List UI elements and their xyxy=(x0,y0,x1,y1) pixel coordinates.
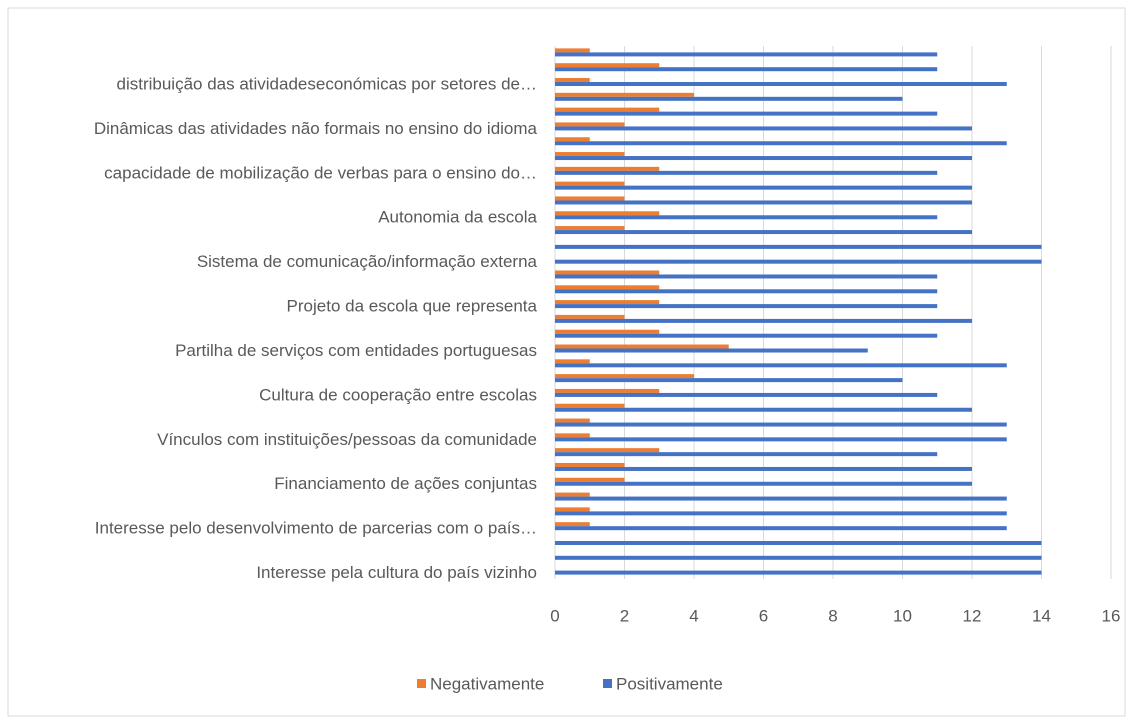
bar xyxy=(555,526,1007,531)
bar xyxy=(555,570,1042,575)
y-tick-label: Financiamento de ações conjuntas xyxy=(274,474,537,493)
bar xyxy=(555,226,625,231)
bar xyxy=(555,462,625,467)
x-tick-label: 16 xyxy=(1102,606,1121,625)
bar xyxy=(555,452,938,457)
x-tick-label: 8 xyxy=(828,606,837,625)
bar xyxy=(555,329,660,334)
bar xyxy=(555,363,1007,368)
legend-swatch xyxy=(417,679,426,688)
bar xyxy=(555,196,625,201)
bar xyxy=(555,63,660,68)
bar xyxy=(555,107,660,112)
bar xyxy=(555,137,590,142)
bar xyxy=(555,481,972,486)
x-tick-label: 2 xyxy=(620,606,629,625)
x-tick-label: 0 xyxy=(550,606,559,625)
bar xyxy=(555,314,625,319)
bar xyxy=(555,78,590,83)
bar xyxy=(555,215,938,220)
bar xyxy=(555,344,729,349)
bar xyxy=(555,96,903,101)
bar xyxy=(555,466,972,471)
bar xyxy=(555,259,1042,264)
bar xyxy=(555,433,590,438)
bar xyxy=(555,403,625,408)
bar xyxy=(555,304,938,309)
bar xyxy=(555,211,660,216)
bar xyxy=(555,418,590,423)
bar xyxy=(555,318,972,323)
bar xyxy=(555,348,868,353)
legend-label: Positivamente xyxy=(616,674,723,693)
bar xyxy=(555,274,938,279)
bar xyxy=(555,555,1042,560)
bar xyxy=(555,92,694,97)
bar xyxy=(555,111,938,116)
bar xyxy=(555,448,660,453)
bar xyxy=(555,126,972,131)
bar xyxy=(555,122,625,127)
bar xyxy=(555,437,1007,442)
bar xyxy=(555,507,590,512)
bar xyxy=(555,200,972,205)
x-tick-label: 12 xyxy=(963,606,982,625)
bar xyxy=(555,422,1007,427)
bar xyxy=(555,152,625,157)
y-tick-label: Cultura de cooperação entre escolas xyxy=(259,385,537,404)
bar xyxy=(555,181,625,186)
bar xyxy=(555,230,972,235)
bar xyxy=(555,511,1007,516)
y-tick-label: Sistema de comunicação/informação extern… xyxy=(197,252,538,271)
bar xyxy=(555,374,694,379)
bar xyxy=(555,244,1042,249)
bar xyxy=(555,522,590,527)
bar xyxy=(555,378,903,383)
bar xyxy=(555,67,938,72)
bar xyxy=(555,141,1007,146)
x-tick-label: 10 xyxy=(893,606,912,625)
bar xyxy=(555,156,972,161)
legend-swatch xyxy=(603,679,612,688)
bar xyxy=(555,392,938,397)
bar xyxy=(555,496,1007,501)
bar xyxy=(555,407,972,412)
bar xyxy=(555,52,938,57)
bar xyxy=(555,492,590,497)
legend-label: Negativamente xyxy=(430,674,544,693)
x-tick-label: 4 xyxy=(689,606,698,625)
bar xyxy=(555,289,938,294)
bar xyxy=(555,359,590,364)
bar xyxy=(555,333,938,338)
y-tick-label: Vínculos com instituições/pessoas da com… xyxy=(157,430,537,449)
y-tick-label: Interesse pelo desenvolvimento de parcer… xyxy=(95,519,537,538)
bar xyxy=(555,477,625,482)
y-tick-label: Partilha de serviços com entidades portu… xyxy=(175,341,537,360)
y-tick-label: Dinâmicas das atividades não formais no … xyxy=(94,119,538,138)
bar xyxy=(555,185,972,190)
bar xyxy=(555,540,1042,545)
bar xyxy=(555,166,660,171)
bar xyxy=(555,388,660,393)
bar xyxy=(555,270,660,275)
bar xyxy=(555,285,660,290)
bar xyxy=(555,48,590,53)
y-tick-label: Interesse pela cultura do país vizinho xyxy=(256,563,537,582)
x-tick-label: 14 xyxy=(1032,606,1051,625)
bar xyxy=(555,300,660,305)
x-tick-label: 6 xyxy=(759,606,768,625)
y-tick-label: distribuição das atividadeseconómicas po… xyxy=(116,74,537,93)
bar xyxy=(555,82,1007,87)
bar xyxy=(555,170,938,175)
y-tick-label: Autonomia da escola xyxy=(378,208,537,227)
y-tick-label: Projeto da escola que representa xyxy=(287,297,538,316)
y-tick-label: capacidade de mobilização de verbas para… xyxy=(104,163,537,182)
